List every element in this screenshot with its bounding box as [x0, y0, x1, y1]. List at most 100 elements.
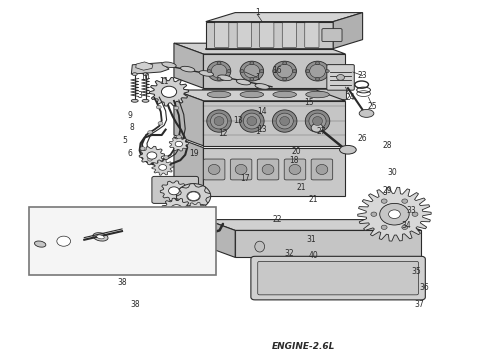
- Polygon shape: [136, 62, 153, 70]
- Circle shape: [293, 70, 296, 73]
- Ellipse shape: [218, 75, 232, 81]
- Circle shape: [316, 62, 319, 65]
- Polygon shape: [358, 187, 431, 241]
- FancyBboxPatch shape: [258, 261, 418, 295]
- Circle shape: [337, 75, 344, 80]
- Polygon shape: [333, 13, 363, 49]
- Circle shape: [57, 236, 71, 246]
- Ellipse shape: [207, 110, 231, 132]
- FancyBboxPatch shape: [260, 23, 274, 48]
- Polygon shape: [131, 63, 169, 74]
- Text: 37: 37: [414, 300, 424, 309]
- Polygon shape: [43, 226, 84, 256]
- Text: 17: 17: [240, 174, 250, 183]
- Ellipse shape: [199, 71, 214, 76]
- Ellipse shape: [235, 165, 247, 175]
- Circle shape: [207, 70, 211, 73]
- Polygon shape: [206, 13, 363, 22]
- Ellipse shape: [272, 110, 297, 132]
- Ellipse shape: [340, 145, 356, 154]
- Ellipse shape: [289, 165, 301, 175]
- Ellipse shape: [180, 66, 195, 72]
- Ellipse shape: [273, 91, 296, 98]
- Text: 10: 10: [140, 73, 149, 82]
- Ellipse shape: [93, 233, 108, 241]
- Ellipse shape: [273, 61, 296, 81]
- Circle shape: [176, 184, 211, 209]
- Text: 18: 18: [289, 156, 299, 165]
- Ellipse shape: [277, 64, 293, 78]
- Text: 21: 21: [296, 184, 306, 193]
- Text: 24: 24: [345, 93, 355, 102]
- Polygon shape: [203, 54, 345, 88]
- Circle shape: [402, 199, 408, 203]
- Circle shape: [283, 78, 287, 81]
- FancyBboxPatch shape: [305, 23, 319, 48]
- Text: 1: 1: [255, 73, 260, 82]
- FancyBboxPatch shape: [327, 65, 354, 90]
- Ellipse shape: [280, 117, 290, 126]
- Circle shape: [161, 86, 176, 98]
- Polygon shape: [174, 90, 203, 146]
- Circle shape: [147, 157, 152, 161]
- FancyBboxPatch shape: [311, 159, 333, 180]
- FancyBboxPatch shape: [251, 256, 425, 300]
- Circle shape: [187, 192, 200, 201]
- Circle shape: [260, 70, 264, 73]
- FancyBboxPatch shape: [215, 23, 229, 48]
- Ellipse shape: [34, 241, 46, 247]
- Text: 35: 35: [412, 267, 421, 276]
- Polygon shape: [235, 230, 421, 257]
- Ellipse shape: [131, 99, 138, 102]
- Ellipse shape: [255, 241, 265, 252]
- Text: 40: 40: [309, 251, 318, 260]
- Ellipse shape: [143, 73, 148, 76]
- Polygon shape: [206, 220, 421, 230]
- Polygon shape: [122, 223, 147, 242]
- Ellipse shape: [97, 235, 104, 239]
- Polygon shape: [203, 101, 345, 146]
- Text: 12: 12: [218, 129, 228, 138]
- Ellipse shape: [211, 64, 227, 78]
- Polygon shape: [183, 202, 209, 221]
- Ellipse shape: [305, 110, 330, 132]
- Ellipse shape: [276, 113, 293, 129]
- Text: 34: 34: [402, 220, 412, 230]
- Polygon shape: [206, 220, 235, 257]
- Ellipse shape: [207, 91, 231, 98]
- Circle shape: [283, 62, 287, 65]
- Circle shape: [217, 62, 221, 65]
- Circle shape: [169, 187, 179, 195]
- Text: 20: 20: [292, 147, 301, 156]
- Text: 13: 13: [257, 125, 267, 134]
- Text: 31: 31: [306, 235, 316, 244]
- FancyBboxPatch shape: [284, 159, 306, 180]
- Text: 23: 23: [358, 71, 368, 80]
- Circle shape: [402, 225, 408, 229]
- FancyBboxPatch shape: [203, 159, 225, 180]
- Text: 38: 38: [118, 278, 127, 287]
- Ellipse shape: [309, 113, 326, 129]
- Circle shape: [380, 203, 409, 225]
- Polygon shape: [174, 137, 203, 196]
- Circle shape: [381, 199, 387, 203]
- Ellipse shape: [240, 110, 264, 132]
- Text: 1: 1: [255, 127, 260, 136]
- Ellipse shape: [306, 61, 329, 81]
- Ellipse shape: [200, 227, 209, 236]
- Text: 28: 28: [382, 141, 392, 150]
- Circle shape: [171, 205, 182, 213]
- Circle shape: [325, 70, 329, 73]
- Circle shape: [56, 235, 72, 247]
- Circle shape: [316, 78, 319, 81]
- Polygon shape: [169, 137, 189, 151]
- Ellipse shape: [236, 79, 251, 85]
- Circle shape: [176, 135, 181, 139]
- FancyBboxPatch shape: [282, 23, 296, 48]
- Text: 27: 27: [316, 127, 326, 136]
- Text: 1: 1: [255, 8, 260, 17]
- Text: 14: 14: [257, 107, 267, 116]
- Circle shape: [240, 70, 244, 73]
- Ellipse shape: [310, 64, 325, 78]
- Text: 8: 8: [130, 123, 135, 132]
